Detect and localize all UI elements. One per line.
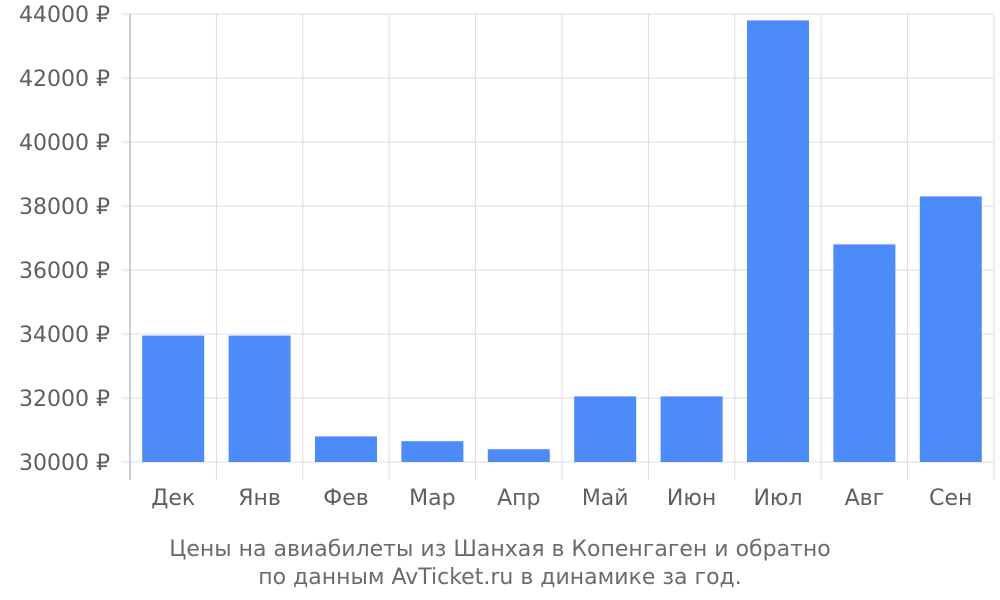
y-axis-tick-labels: 30000 ₽ 32000 ₽ 34000 ₽ 36000 ₽ 38000 ₽ 40000… [19, 3, 110, 476]
x-tick-label: Фев [323, 486, 368, 511]
bar [833, 244, 896, 462]
chart-caption-line-1: Цены на авиабилеты из Шанхая в Копенгаге… [169, 537, 830, 562]
bar [919, 196, 982, 462]
bar [315, 436, 377, 462]
bar [487, 449, 550, 462]
bar [660, 396, 723, 462]
bar [747, 20, 809, 463]
x-tick-label: Июл [753, 486, 802, 511]
bar [574, 396, 637, 462]
y-tick-label: 34000 ₽ [19, 323, 110, 348]
x-tick-label: Дек [151, 486, 195, 511]
x-tick-label: Сен [929, 486, 972, 511]
bars [142, 20, 982, 463]
y-tick-label: 38000 ₽ [19, 195, 110, 220]
y-tick-label: 42000 ₽ [19, 67, 110, 92]
x-tick-label: Авг [845, 486, 885, 511]
y-tick-label: 40000 ₽ [19, 131, 110, 156]
y-tick-label: 32000 ₽ [19, 387, 110, 412]
chart-caption-line-2: по данным AvTicket.ru в динамике за год. [258, 565, 742, 590]
x-tick-label: Апр [497, 486, 540, 511]
bar [142, 335, 205, 462]
x-tick-label: Май [582, 486, 629, 511]
y-tick-label: 36000 ₽ [19, 259, 110, 284]
bar [228, 335, 291, 462]
x-tick-label: Янв [238, 486, 281, 511]
grid-lines [122, 13, 995, 480]
y-tick-label: 44000 ₽ [19, 3, 110, 28]
y-tick-label: 30000 ₽ [19, 451, 110, 476]
bar [401, 441, 464, 462]
x-tick-label: Мар [409, 486, 455, 511]
x-tick-label: Июн [667, 486, 716, 511]
x-axis-tick-labels: Дек Янв Фев Мар Апр Май Июн Июл Авг Сен [151, 486, 972, 511]
